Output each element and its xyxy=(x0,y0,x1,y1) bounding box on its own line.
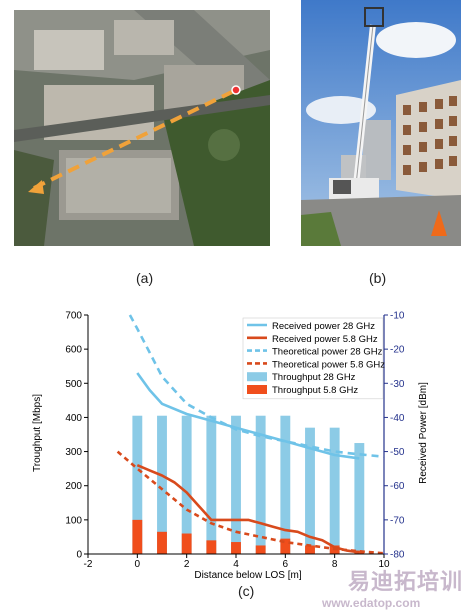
y-left-tick-label: 200 xyxy=(65,481,82,492)
bar-throughput-58ghz xyxy=(181,533,192,554)
bar-throughput-28ghz xyxy=(132,415,143,554)
y-left-tick-label: 100 xyxy=(65,515,82,526)
y-right-tick-label: -70 xyxy=(390,515,405,526)
y-right-tick-label: -60 xyxy=(390,481,405,492)
y-right-tick-label: -50 xyxy=(390,447,405,458)
watermark-url: www.edatop.com xyxy=(322,596,421,610)
y-left-label: Troughput [Mbps] xyxy=(32,394,43,472)
y-right-label: Received Power [dBm] xyxy=(418,382,429,484)
aerial-photo-image xyxy=(14,10,270,246)
y-left-tick-label: 500 xyxy=(65,379,82,390)
y-left-tick-label: 400 xyxy=(65,413,82,424)
legend-swatch-bar xyxy=(247,385,267,394)
bar-throughput-58ghz xyxy=(280,538,291,554)
y-right-tick-label: -80 xyxy=(390,550,405,561)
x-tick-label: 8 xyxy=(332,559,338,570)
legend-entry-label: Throughput 5.8 GHz xyxy=(272,385,358,396)
caption-a: (a) xyxy=(136,270,154,286)
series-line-received-power-5-8-ghz xyxy=(136,464,360,554)
x-tick-label: 0 xyxy=(135,559,141,570)
legend-entry-label: Theoretical power 5.8 GHz xyxy=(272,359,385,370)
bar-throughput-58ghz xyxy=(354,550,365,554)
x-tick-label: -2 xyxy=(84,559,93,570)
legend-swatch-bar xyxy=(247,372,267,382)
x-tick-label: 6 xyxy=(283,559,289,570)
y-left-tick-label: 600 xyxy=(65,345,82,356)
aerial-photo xyxy=(14,10,270,246)
x-tick-label: 10 xyxy=(378,559,390,570)
bar-throughput-28ghz xyxy=(329,427,340,554)
bar-throughput-28ghz xyxy=(255,415,266,554)
y-left-tick-label: 0 xyxy=(76,550,82,561)
legend-entry-label: Theoretical power 28 GHz xyxy=(272,347,383,358)
bar-throughput-58ghz xyxy=(231,542,241,554)
legend-entry-label: Throughput 28 GHz xyxy=(272,372,356,383)
y-right-tick-label: -30 xyxy=(390,379,405,390)
y-right-tick-label: -10 xyxy=(390,311,405,322)
bar-throughput-58ghz xyxy=(157,531,167,554)
watermark-cn: 易迪拓培训 xyxy=(348,569,464,594)
legend-entry-label: Received power 28 GHz xyxy=(272,321,375,332)
y-right-tick-label: -20 xyxy=(390,345,405,356)
bar-throughput-58ghz xyxy=(305,545,315,554)
lift-platform-photo-image xyxy=(301,0,461,246)
y-right-tick-label: -40 xyxy=(390,413,405,424)
chart-legend: Received power 28 GHz Received power 5.8 … xyxy=(242,317,385,400)
lift-platform-photo xyxy=(301,0,461,246)
y-left-tick-label: 300 xyxy=(65,447,82,458)
caption-c: (c) xyxy=(238,583,255,599)
series-line-received-power-28-ghz xyxy=(136,372,360,460)
bar-throughput-28ghz xyxy=(280,415,291,554)
bar-throughput-28ghz xyxy=(305,427,315,554)
plot-area: -2 0 2 4 6 8 100100200300400500600700-80-70-60… xyxy=(65,311,405,571)
series-line-theoretical-power-28-ghz xyxy=(128,314,385,458)
series-line-theoretical-power-5-8-ghz xyxy=(116,450,385,555)
bar-throughput-28ghz xyxy=(157,415,167,554)
x-tick-label: 2 xyxy=(184,559,190,570)
x-tick-label: 4 xyxy=(233,559,239,570)
bar-throughput-58ghz xyxy=(132,519,143,554)
x-axis-label: Distance below LOS [m] xyxy=(194,570,301,581)
bar-throughput-28ghz xyxy=(181,415,192,554)
bar-throughput-28ghz xyxy=(206,415,217,554)
throughput-power-chart: Troughput [Mbps] Received Power [dBm] Di… xyxy=(32,311,429,582)
y-left-tick-label: 700 xyxy=(65,311,82,322)
caption-b: (b) xyxy=(369,270,387,286)
bar-throughput-58ghz xyxy=(206,540,217,554)
bar-throughput-28ghz xyxy=(354,443,365,554)
bar-throughput-58ghz xyxy=(255,545,266,554)
bar-throughput-28ghz xyxy=(231,415,241,554)
legend-entry-label: Received power 5.8 GHz xyxy=(272,334,378,345)
